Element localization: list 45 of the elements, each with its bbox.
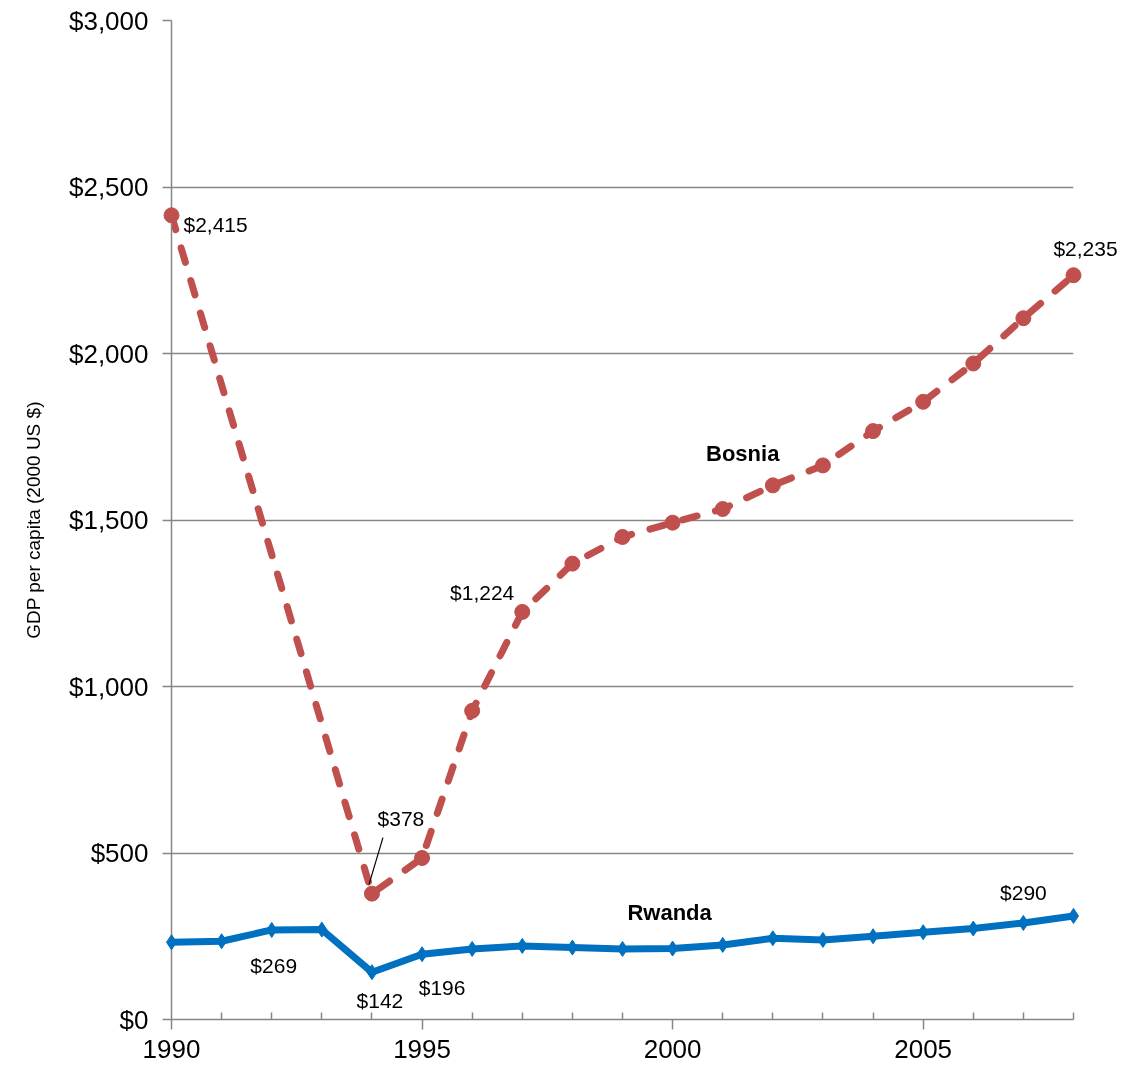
point (466, 940, 478, 957)
point (965, 355, 982, 372)
y-tick-label: $2,000 (68, 338, 149, 369)
y-tick-label: $500 (90, 838, 149, 868)
point (614, 529, 631, 545)
x-tick-label: 1995 (393, 1033, 451, 1064)
data-label: $2,415 (183, 212, 248, 236)
point (817, 931, 829, 948)
x-tick-label: 2000 (643, 1033, 702, 1064)
data-label: $1,224 (450, 581, 515, 605)
point (564, 555, 581, 572)
data-label: $378 (377, 807, 425, 831)
data-label: $196 (418, 975, 466, 999)
x-tick-label: 1990 (142, 1033, 201, 1064)
point (915, 393, 932, 410)
series-label: Rwanda (627, 900, 713, 926)
point (667, 940, 679, 957)
point (714, 501, 731, 517)
y-tick-label: $0 (119, 1004, 149, 1035)
x-tick-label: 2005 (894, 1033, 953, 1064)
point (865, 423, 882, 440)
point (664, 514, 681, 531)
y-tick-label: $1,500 (68, 505, 149, 535)
point (414, 850, 431, 866)
point (464, 702, 481, 719)
point (363, 885, 380, 902)
point (163, 207, 180, 224)
point (814, 457, 831, 474)
series-label: Bosnia (706, 440, 781, 466)
y-tick-label: $2,500 (68, 172, 149, 202)
point (1015, 310, 1032, 327)
data-label: $142 (356, 988, 404, 1012)
data-label: $290 (1000, 881, 1047, 905)
data-label: $2,235 (1053, 236, 1118, 260)
data-label: $269 (250, 954, 298, 978)
point (514, 603, 531, 620)
point (1065, 267, 1082, 284)
point (764, 477, 781, 494)
point (967, 920, 979, 937)
point (366, 964, 378, 981)
point (316, 921, 328, 938)
point (416, 946, 428, 963)
y-tick-label: $1,000 (68, 671, 149, 702)
y-axis-title: GDP per capita (2000 US $) (22, 401, 44, 639)
y-tick-label: $3,000 (68, 5, 149, 36)
